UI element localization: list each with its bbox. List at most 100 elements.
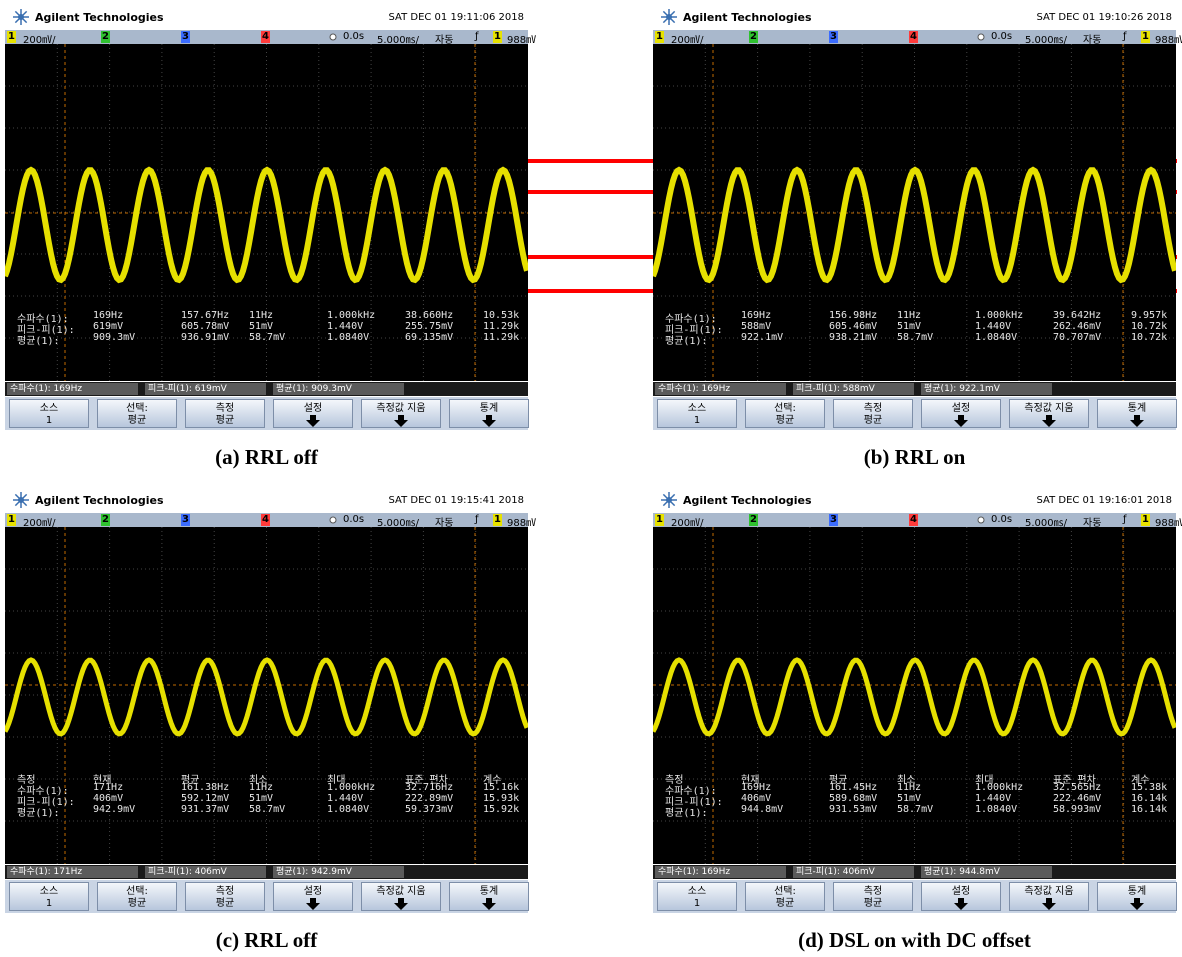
timestamp: SAT DEC 01 19:15:41 2018 bbox=[388, 495, 524, 506]
measurement-value: 11.29k bbox=[483, 321, 519, 332]
arrow bbox=[394, 898, 408, 910]
logo bbox=[659, 490, 679, 510]
readout-bar: 수파수(1): 169Hz피크-피(1): 406mV평균(1): 944.8m… bbox=[653, 865, 1176, 879]
channel-chip: 2 bbox=[749, 514, 758, 526]
measurement-value: 51mV bbox=[249, 793, 273, 804]
softkey-label: 통계 bbox=[450, 886, 528, 898]
softkey-label: 소스 bbox=[658, 403, 736, 415]
measurement-value: 11Hz bbox=[249, 310, 273, 321]
measurement-value: 1.000kHz bbox=[975, 782, 1023, 793]
measurement-value: 222.89mV bbox=[405, 793, 453, 804]
status-item: 0.0s bbox=[991, 514, 1012, 525]
softkey: 통계 bbox=[1097, 882, 1177, 911]
icon-dot bbox=[978, 34, 984, 40]
softkey: 선택:평균 bbox=[97, 882, 177, 911]
softkey-value: 평균 bbox=[834, 415, 912, 427]
timestamp: SAT DEC 01 19:16:01 2018 bbox=[1036, 495, 1172, 506]
waveform-screen: 측정현재평균최소최대표준 편차계수수파수(1):171Hz161.38Hz11H… bbox=[5, 527, 528, 864]
measurement-value: 10.72k bbox=[1131, 321, 1167, 332]
status-bar: 1200㎷/2340.0s5.000㎳/자동ƒ1988㎷ bbox=[5, 513, 528, 527]
softkey: 설정 bbox=[921, 399, 1001, 428]
softkey-value: 평균 bbox=[746, 415, 824, 427]
channel-chip: 3 bbox=[829, 31, 838, 43]
softkey-label: 선택: bbox=[746, 403, 824, 415]
measurement-value: 406mV bbox=[93, 793, 123, 804]
measurement-value: 11Hz bbox=[897, 310, 921, 321]
softkey-value: 1 bbox=[10, 415, 88, 427]
channel-chip: 1 bbox=[1141, 514, 1150, 526]
softkey-label: 통계 bbox=[1098, 886, 1176, 898]
softkey-value: 평균 bbox=[98, 415, 176, 427]
channel-chip: 1 bbox=[7, 514, 16, 526]
measurement-value: 1.440V bbox=[975, 321, 1011, 332]
measurement-value: 1.0840V bbox=[327, 332, 369, 343]
measurement-value: 58.993mV bbox=[1053, 804, 1101, 815]
measurement-value: 161.38Hz bbox=[181, 782, 229, 793]
logo-dot bbox=[18, 497, 24, 503]
arrow-icon bbox=[393, 898, 409, 910]
icon-dot bbox=[330, 517, 336, 523]
softkey: 측정평균 bbox=[833, 399, 913, 428]
icon-dot bbox=[978, 517, 984, 523]
measurement-value: 9.957k bbox=[1131, 310, 1167, 321]
readout: 수파수(1): 169Hz bbox=[655, 866, 786, 878]
channel-chip: 3 bbox=[829, 514, 838, 526]
measurement-value: 909.3mV bbox=[93, 332, 135, 343]
softkey-bar: 소스1선택:평균측정평균설정측정값 지움통계 bbox=[653, 397, 1176, 430]
measurement-value: 38.660Hz bbox=[405, 310, 453, 321]
softkey-label: 측정값 지움 bbox=[1010, 886, 1088, 898]
status-item: 0.0s bbox=[343, 514, 364, 525]
arrow-icon bbox=[481, 898, 497, 910]
softkey-value: 평균 bbox=[98, 898, 176, 910]
softkey: 설정 bbox=[921, 882, 1001, 911]
softkey-value: 평균 bbox=[834, 898, 912, 910]
channel-chip: 2 bbox=[749, 31, 758, 43]
measurement-value: 15.38k bbox=[1131, 782, 1167, 793]
measurement-value: 1.0840V bbox=[975, 332, 1017, 343]
channel-chip: 1 bbox=[1141, 31, 1150, 43]
measurement-value: 15.93k bbox=[483, 793, 519, 804]
caption: (b) RRL on bbox=[653, 445, 1176, 470]
softkey-bar: 소스1선택:평균측정평균설정측정값 지움통계 bbox=[5, 397, 528, 430]
measurement-value: 58.7mV bbox=[249, 804, 285, 815]
measurement-value: 51mV bbox=[897, 793, 921, 804]
softkey-value: 평균 bbox=[186, 415, 264, 427]
measurement-value: 931.37mV bbox=[181, 804, 229, 815]
brand: Agilent Technologies bbox=[683, 494, 812, 507]
measurement-value: 58.7mV bbox=[249, 332, 285, 343]
arrow bbox=[954, 415, 968, 427]
readout: 피크-피(1): 406mV bbox=[793, 866, 914, 878]
softkey: 통계 bbox=[449, 399, 529, 428]
page: Agilent TechnologiesSAT DEC 01 19:11:06 … bbox=[0, 0, 1182, 957]
measurement-value: 1.440V bbox=[975, 793, 1011, 804]
softkey-label: 소스 bbox=[658, 886, 736, 898]
softkey: 측정값 지움 bbox=[361, 882, 441, 911]
arrow bbox=[482, 898, 496, 910]
oscilloscope-screenshot: Agilent TechnologiesSAT DEC 01 19:15:41 … bbox=[5, 488, 528, 913]
status-bar: 1200㎷/2340.0s5.000㎳/자동ƒ1988㎷ bbox=[5, 30, 528, 44]
measurement-value: 11Hz bbox=[249, 782, 273, 793]
softkey-label: 선택: bbox=[98, 886, 176, 898]
arrow-icon bbox=[393, 415, 409, 427]
softkey-label: 측정값 지움 bbox=[362, 886, 440, 898]
softkey: 통계 bbox=[449, 882, 529, 911]
measurement-value: 161.45Hz bbox=[829, 782, 877, 793]
trigger-icon bbox=[327, 31, 339, 43]
measurement-value: 592.12mV bbox=[181, 793, 229, 804]
measurement-label: 평균(1): bbox=[665, 804, 707, 819]
header: Agilent TechnologiesSAT DEC 01 19:11:06 … bbox=[5, 5, 528, 30]
arrow bbox=[394, 415, 408, 427]
readout: 평균(1): 909.3mV bbox=[273, 383, 404, 395]
arrow bbox=[954, 898, 968, 910]
channel-chip: 1 bbox=[493, 31, 502, 43]
icon-dot bbox=[330, 34, 336, 40]
channel-chip: 4 bbox=[261, 514, 270, 526]
softkey-label: 측정값 지움 bbox=[362, 403, 440, 415]
measurement-value: 262.46mV bbox=[1053, 321, 1101, 332]
softkey-label: 선택: bbox=[98, 403, 176, 415]
measurement-value: 169Hz bbox=[741, 782, 771, 793]
softkey: 측정값 지움 bbox=[361, 399, 441, 428]
softkey: 선택:평균 bbox=[745, 882, 825, 911]
